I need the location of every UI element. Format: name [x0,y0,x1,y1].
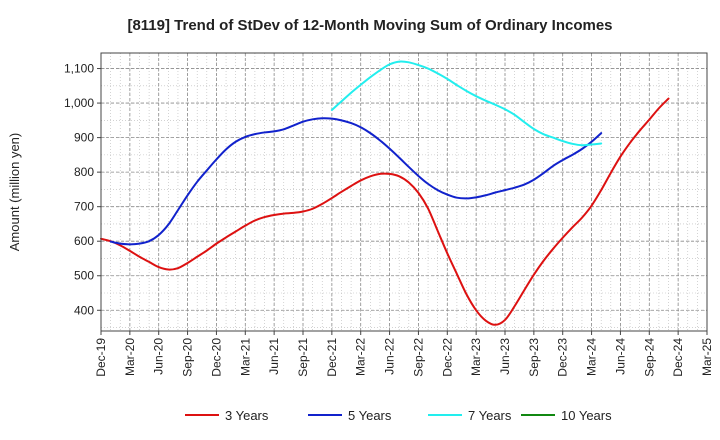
y-tick-label: 900 [74,131,94,145]
x-tick-label: Jun-24 [613,338,627,375]
x-tick-label: Dec-23 [556,338,570,377]
grid-lines [100,53,708,331]
y-axis-label: Amount (million yen) [7,133,22,252]
y-tick-label: 800 [74,165,94,179]
plot-area [100,52,708,332]
x-tick-label: Dec-22 [440,338,454,377]
y-tick-label: 400 [74,303,94,317]
x-tick-label: Sep-21 [296,338,310,377]
x-tick-label: Dec-19 [94,338,108,377]
x-tick-label: Sep-24 [642,338,656,377]
y-tick-label: 1,000 [64,96,94,110]
legend-label-3-years: 3 Years [225,408,269,423]
y-tick-label: 500 [74,269,94,283]
legend-label-10-years: 10 Years [561,408,612,423]
x-tick-label: Dec-24 [671,338,685,377]
x-tick-label: Jun-21 [267,338,281,375]
x-tick-label: Mar-23 [469,338,483,376]
x-tick-label: Mar-24 [585,338,599,376]
chart-title: [8119] Trend of StDev of 12-Month Moving… [127,17,612,34]
legend-label-5-years: 5 Years [348,408,392,423]
series-lines [100,60,670,326]
x-tick-label: Jun-23 [498,338,512,375]
x-tick-label: Mar-20 [123,338,137,376]
x-tick-label: Jun-22 [383,338,397,375]
legend: 3 Years 5 Years 7 Years 10 Years [185,408,612,423]
y-tick-label: 700 [74,200,94,214]
x-tick-label: Mar-22 [354,338,368,376]
x-axis: Dec-19 Mar-20 Jun-20 Sep-20 Dec-20 Mar-21 Jun-… [94,331,714,377]
x-tick-label: Sep-22 [411,338,425,377]
x-tick-label: Dec-20 [209,338,223,377]
x-tick-label: Mar-21 [238,338,252,376]
x-tick-label: Sep-20 [181,338,195,377]
x-tick-label: Jun-20 [152,338,166,375]
y-tick-label: 600 [74,234,94,248]
series-line-3-years [100,97,670,326]
series-line-5-years [109,117,603,246]
y-tick-label: 1,100 [64,62,94,76]
y-axis: 400 500 600 700 800 900 1,000 1,100 [64,62,101,317]
series-line-7-years [330,60,603,147]
legend-label-7-years: 7 Years [468,408,512,423]
x-tick-label: Dec-21 [325,338,339,377]
x-tick-label: Sep-23 [527,338,541,377]
x-tick-label: Mar-25 [700,338,714,376]
